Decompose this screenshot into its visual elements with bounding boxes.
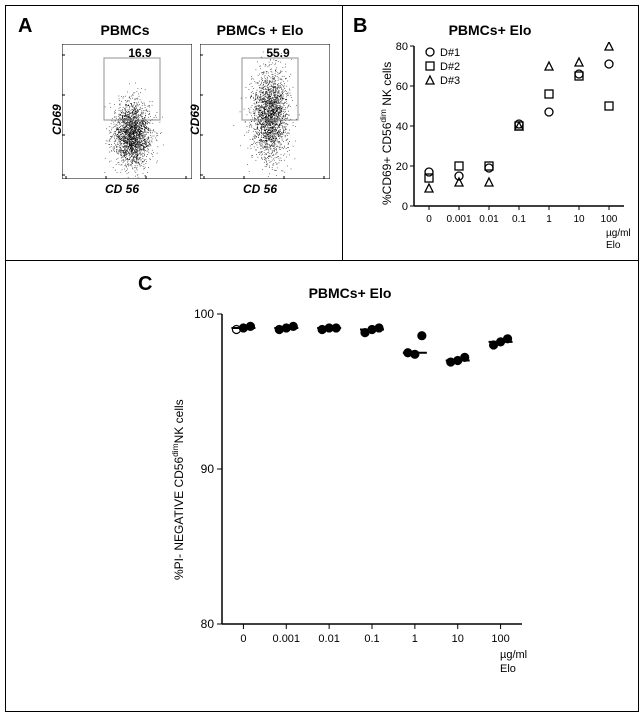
svg-text:0: 0 <box>426 214 432 225</box>
svg-text:D#1: D#1 <box>440 47 460 59</box>
svg-text:90: 90 <box>201 462 215 476</box>
gate-value-right: 55.9 <box>258 46 298 60</box>
svg-text:100: 100 <box>491 633 509 645</box>
svg-text:80: 80 <box>201 617 215 631</box>
panel-c-title: PBMCs+ Elo <box>270 285 430 301</box>
svg-text:20: 20 <box>396 161 408 173</box>
svg-text:0.001: 0.001 <box>273 633 301 645</box>
svg-text:µg/ml: µg/ml <box>500 649 527 661</box>
panel-a-left-title: PBMCs <box>60 22 190 38</box>
svg-text:1: 1 <box>412 633 418 645</box>
svg-text:0.001: 0.001 <box>446 214 471 225</box>
svg-text:0.1: 0.1 <box>512 214 526 225</box>
panel-a-label: A <box>18 15 32 38</box>
panel-c-label: C <box>138 273 152 296</box>
panel-a-right-xlabel: CD 56 <box>243 182 277 196</box>
panel-a-left-xlabel: CD 56 <box>105 182 139 196</box>
divider-top-bottom <box>6 260 638 261</box>
gate-value-left: 16.9 <box>120 46 160 60</box>
svg-text:100: 100 <box>601 214 618 225</box>
svg-text:0: 0 <box>240 633 246 645</box>
svg-text:0.1: 0.1 <box>364 633 379 645</box>
svg-text:0.01: 0.01 <box>479 214 499 225</box>
svg-text:µg/ml: µg/ml <box>606 228 631 239</box>
panel-c-ylabel: %PI- NEGATIVE CD56dimNK cells <box>170 399 186 580</box>
panel-a-right-title: PBMCs + Elo <box>195 22 325 38</box>
panel-a-left-ylabel: CD69 <box>50 104 64 135</box>
svg-text:0: 0 <box>402 201 408 213</box>
svg-text:60: 60 <box>396 81 408 93</box>
panel-a-right-ylabel: CD69 <box>188 104 202 135</box>
svg-text:D#2: D#2 <box>440 61 460 73</box>
svg-text:10: 10 <box>452 633 464 645</box>
panel-b-title: PBMCs+ Elo <box>420 22 560 38</box>
svg-text:40: 40 <box>396 121 408 133</box>
svg-text:10: 10 <box>573 214 585 225</box>
panel-b-ylabel: %CD69+ CD56dim NK cells <box>378 62 394 205</box>
divider-ab <box>342 6 343 260</box>
flow-plot-left <box>62 44 192 179</box>
panel-b-label: B <box>353 15 367 38</box>
svg-text:Elo: Elo <box>606 240 621 251</box>
svg-text:80: 80 <box>396 42 408 53</box>
svg-text:100: 100 <box>194 308 214 321</box>
svg-text:1: 1 <box>546 214 552 225</box>
svg-text:0.01: 0.01 <box>318 633 339 645</box>
svg-text:D#3: D#3 <box>440 75 460 87</box>
flow-plot-right <box>200 44 330 179</box>
chart-b: 0 20 40 60 80 0 0.001 0.01 0.1 1 10 100 µg/mlElo D#1 D… <box>392 42 632 252</box>
svg-text:Elo: Elo <box>500 663 516 675</box>
chart-c: 80 90 100 0 0.001 0.01 0.1 1 10 100 µg/ml Elo <box>192 308 532 678</box>
